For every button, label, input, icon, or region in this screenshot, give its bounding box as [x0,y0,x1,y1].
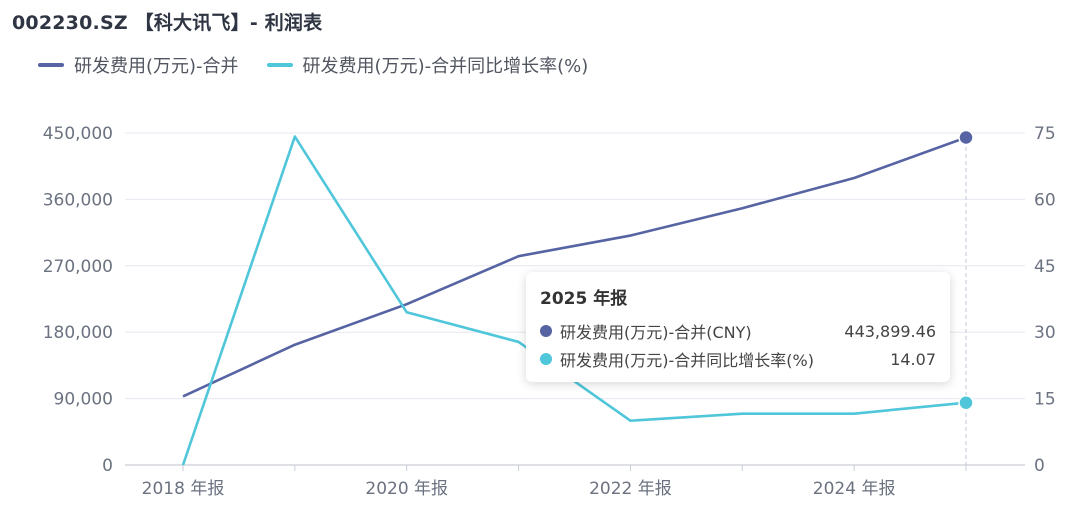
y-right-tick-label: 30 [1034,323,1056,343]
y-left-tick-label: 450,000 [43,124,113,144]
legend-swatch-rd-expense [38,63,64,67]
y-left-tick-label: 180,000 [43,323,113,343]
y-right-tick-label: 45 [1034,257,1056,277]
y-right-tick-label: 60 [1034,190,1056,210]
tooltip-label-rd-growth: 研发费用(万元)-合并同比增长率(%) [560,351,814,370]
tooltip-value-rd-expense: 443,899.46 [844,321,936,341]
y-left-tick-label: 0 [102,456,113,476]
legend-label-rd-growth: 研发费用(万元)-合并同比增长率(%) [302,56,589,77]
data-point-rd-expense [958,129,974,146]
y-left-tick-label: 270,000 [43,257,113,277]
y-right-tick-label: 15 [1034,390,1056,410]
y-right-tick-label: 75 [1034,124,1056,144]
chart-legend: 研发费用(万元)-合并 研发费用(万元)-合并同比增长率(%) [38,52,616,78]
x-tick-label: 2024 年报 [813,479,896,499]
tooltip-value-rd-growth: 14.07 [890,349,936,369]
legend-item-rd-growth[interactable]: 研发费用(万元)-合并同比增长率(%) [266,52,589,78]
legend-item-rd-expense[interactable]: 研发费用(万元)-合并 [38,52,239,78]
tooltip-label-rd-expense: 研发费用(万元)-合并(CNY) [560,323,752,342]
x-tick-label: 2022 年报 [589,479,672,499]
y-left-tick-label: 360,000 [43,190,113,210]
tooltip-title: 2025 年报 [540,289,628,309]
data-point-rd-growth [958,394,974,411]
legend-label-rd-expense: 研发费用(万元)-合并 [74,56,239,77]
chart-tooltip: 2025 年报 研发费用(万元)-合并(CNY) 443,899.46 研发费用… [526,272,950,382]
page-title: 002230.SZ 【科大讯飞】- 利润表 [12,12,323,34]
tooltip-dot-rd-growth [540,353,552,365]
x-tick-label: 2020 年报 [365,479,448,499]
tooltip-row-rd-expense: 研发费用(万元)-合并(CNY) 443,899.46 [540,317,936,345]
tooltip-row-rd-growth: 研发费用(万元)-合并同比增长率(%) 14.07 [540,345,936,373]
series-line-rd-expense [182,136,967,398]
legend-swatch-rd-growth [266,63,293,67]
x-tick-label: 2018 年报 [142,479,225,499]
y-left-tick-label: 90,000 [54,390,113,410]
tooltip-dot-rd-expense [540,325,552,337]
y-right-tick-label: 0 [1034,456,1045,476]
